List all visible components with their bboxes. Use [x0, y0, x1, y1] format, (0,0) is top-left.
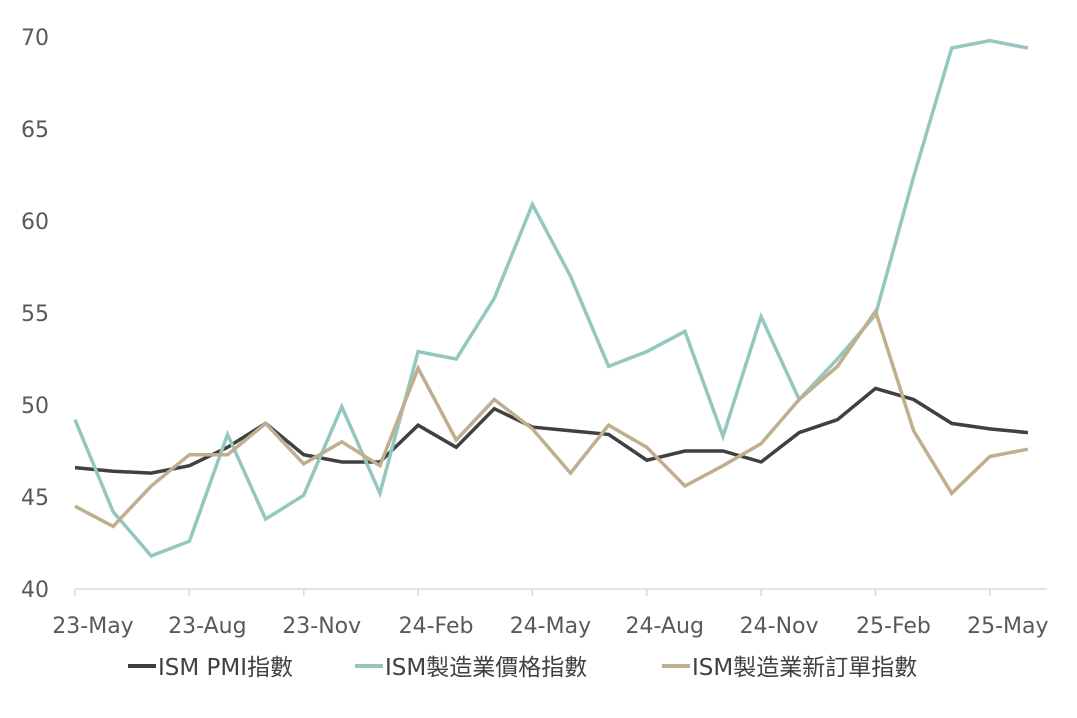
- series-line-0: [74, 386, 1029, 475]
- series-line-1: [73, 38, 1029, 558]
- legend-label-1: ISM製造業價格指數: [385, 655, 587, 681]
- x-tick-label: 23-Aug: [168, 614, 246, 639]
- x-tick-label: 23-May: [52, 614, 133, 639]
- y-axis-ticks: 40 45 50 55 60 65 70: [21, 26, 49, 603]
- x-axis-ticks: 23-May 23-Aug 23-Nov 24-Feb 24-May 24-Aug 24-N…: [52, 589, 1049, 639]
- legend-label-0: ISM PMI指數: [158, 655, 293, 681]
- series-line-2: [74, 307, 1029, 529]
- x-tick-label: 25-Feb: [856, 614, 931, 639]
- legend-label-2: ISM製造業新訂單指數: [692, 655, 917, 681]
- y-tick-label: 60: [21, 210, 49, 235]
- x-tick-label: 24-Feb: [399, 614, 474, 639]
- x-tick-label: 24-May: [510, 614, 591, 639]
- y-tick-label: 55: [21, 302, 49, 327]
- x-tick-label: 24-Aug: [626, 614, 704, 639]
- y-tick-label: 70: [21, 26, 49, 51]
- series-lines: [73, 38, 1029, 558]
- legend: ISM PMI指數 ISM製造業價格指數 ISM製造業新訂單指數: [128, 655, 917, 681]
- x-tick-label: 23-Nov: [282, 614, 361, 639]
- y-tick-label: 65: [21, 118, 49, 143]
- x-tick-label: 25-May: [967, 614, 1048, 639]
- x-tick-label: 24-Nov: [740, 614, 819, 639]
- y-tick-label: 40: [21, 578, 49, 603]
- y-tick-label: 50: [21, 394, 49, 419]
- y-tick-label: 45: [21, 486, 49, 511]
